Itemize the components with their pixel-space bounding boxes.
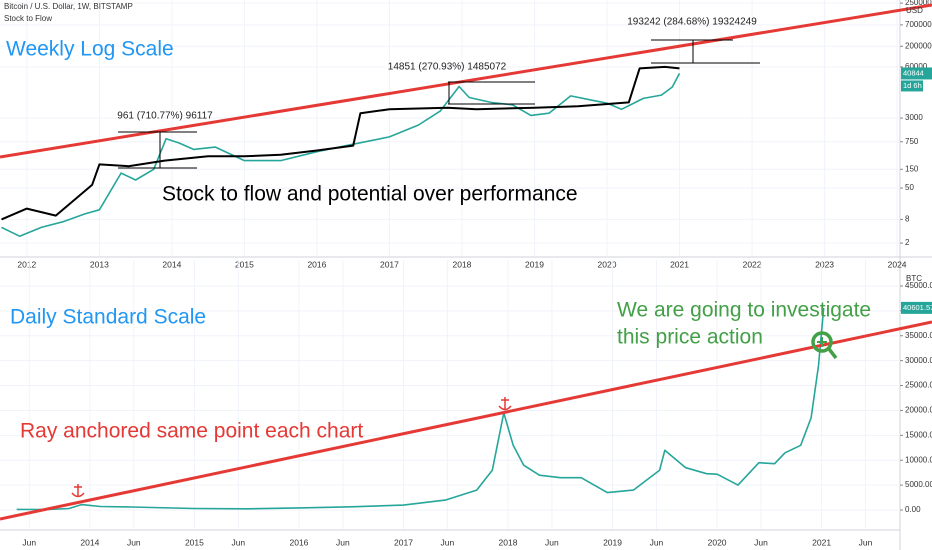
chart-title: Bitcoin / U.S. Dollar, 1W, BITSTAMP xyxy=(4,2,133,11)
x-tick-label: Jun xyxy=(859,537,873,547)
x-tick-label: 2021 xyxy=(812,537,831,547)
magnifier-icon xyxy=(811,331,838,360)
annotation: Daily Standard Scale xyxy=(10,306,206,329)
y-tick-label: 50 xyxy=(905,183,914,192)
series-line xyxy=(1,73,681,237)
x-tick-label: 2020 xyxy=(708,537,727,547)
ray xyxy=(0,320,932,521)
x-tick-label: Jun xyxy=(545,537,559,547)
annotation: Ray anchored same point each chart xyxy=(20,420,363,443)
x-tick-label: 2024 xyxy=(888,259,907,269)
x-tick-label: 2022 xyxy=(743,259,762,269)
y-tick-label: 30000.00 xyxy=(905,356,932,365)
x-tick-label: 2019 xyxy=(525,259,544,269)
x-tick-label: 2015 xyxy=(235,259,254,269)
y-tick-label: 5000.00 xyxy=(905,480,932,489)
annotation: Stock to flow and potential over perform… xyxy=(162,183,578,206)
y-tick-label: 150 xyxy=(905,164,919,173)
x-tick-label: Jun xyxy=(231,537,245,547)
y-tick-label: 45000.00 xyxy=(905,281,932,290)
series-line xyxy=(1,65,680,221)
y-tick-label: 60000 xyxy=(905,62,928,71)
x-tick-label: Jun xyxy=(441,537,455,547)
y-tick-label: 25000.00 xyxy=(905,381,932,390)
x-tick-label: 2016 xyxy=(289,537,308,547)
x-tick-label: 2014 xyxy=(80,537,99,547)
x-tick-label: 2018 xyxy=(453,259,472,269)
annotation: We are going to investigate xyxy=(617,299,871,322)
y-tick-label: 2 xyxy=(905,238,910,247)
x-tick-label: 2016 xyxy=(307,259,326,269)
x-tick-label: 2017 xyxy=(394,537,413,547)
price-label-bg xyxy=(901,67,932,80)
x-tick-label: 2015 xyxy=(185,537,204,547)
countdown-label: 1d 6h xyxy=(903,81,922,90)
y-tick-label: 200000 xyxy=(905,41,932,50)
series-line xyxy=(16,307,825,511)
y-tick-label: 700000 xyxy=(905,20,932,29)
x-tick-label: 2014 xyxy=(162,259,181,269)
x-tick-label: Jun xyxy=(754,537,768,547)
y-tick-label: 0.00 xyxy=(905,505,921,514)
y-tick-label: 750 xyxy=(905,137,919,146)
y-tick-label: 2500000 xyxy=(905,0,932,7)
annotation: 961 (710.77%) 96117 xyxy=(117,111,213,122)
annotation: Weekly Log Scale xyxy=(6,38,174,61)
x-tick-label: 2019 xyxy=(603,537,622,547)
y-tick-label: 20000.00 xyxy=(905,406,932,415)
annotation: 193242 (284.68%) 19324249 xyxy=(627,17,757,28)
unit-label: BTC xyxy=(906,274,922,283)
y-tick-label: 35000.00 xyxy=(905,331,932,340)
anchor-icon xyxy=(71,397,512,498)
x-tick-label: 2021 xyxy=(670,259,689,269)
y-tick-label: 15000.00 xyxy=(905,430,932,439)
x-tick-label: Jun xyxy=(650,537,664,547)
x-tick-label: 2012 xyxy=(17,259,36,269)
x-tick-label: 2020 xyxy=(598,259,617,269)
y-tick-label: 3000 xyxy=(905,113,923,122)
last-price-label: 40601.57 xyxy=(903,303,932,312)
x-tick-label: 2023 xyxy=(815,259,834,269)
measures xyxy=(118,39,760,169)
x-tick-label: 2017 xyxy=(380,259,399,269)
y-tick-label: 10000.00 xyxy=(905,455,932,464)
y-tick-label: 8 xyxy=(905,214,910,223)
price-label-bg xyxy=(901,301,932,314)
annotation: 14851 (270.93%) 1485072 xyxy=(388,62,507,73)
x-tick-label: Jun xyxy=(127,537,141,547)
x-tick-label: Jun xyxy=(336,537,350,547)
countdown-bg xyxy=(901,80,923,92)
x-tick-label: 2013 xyxy=(90,259,109,269)
x-tick-label: 2018 xyxy=(499,537,518,547)
last-price-label: 40844 xyxy=(903,68,924,77)
annotation: this price action xyxy=(617,326,763,349)
x-tick-label: Jun xyxy=(22,537,36,547)
legend-entry: Stock to Flow xyxy=(4,14,52,23)
unit-label: USD xyxy=(906,6,923,15)
